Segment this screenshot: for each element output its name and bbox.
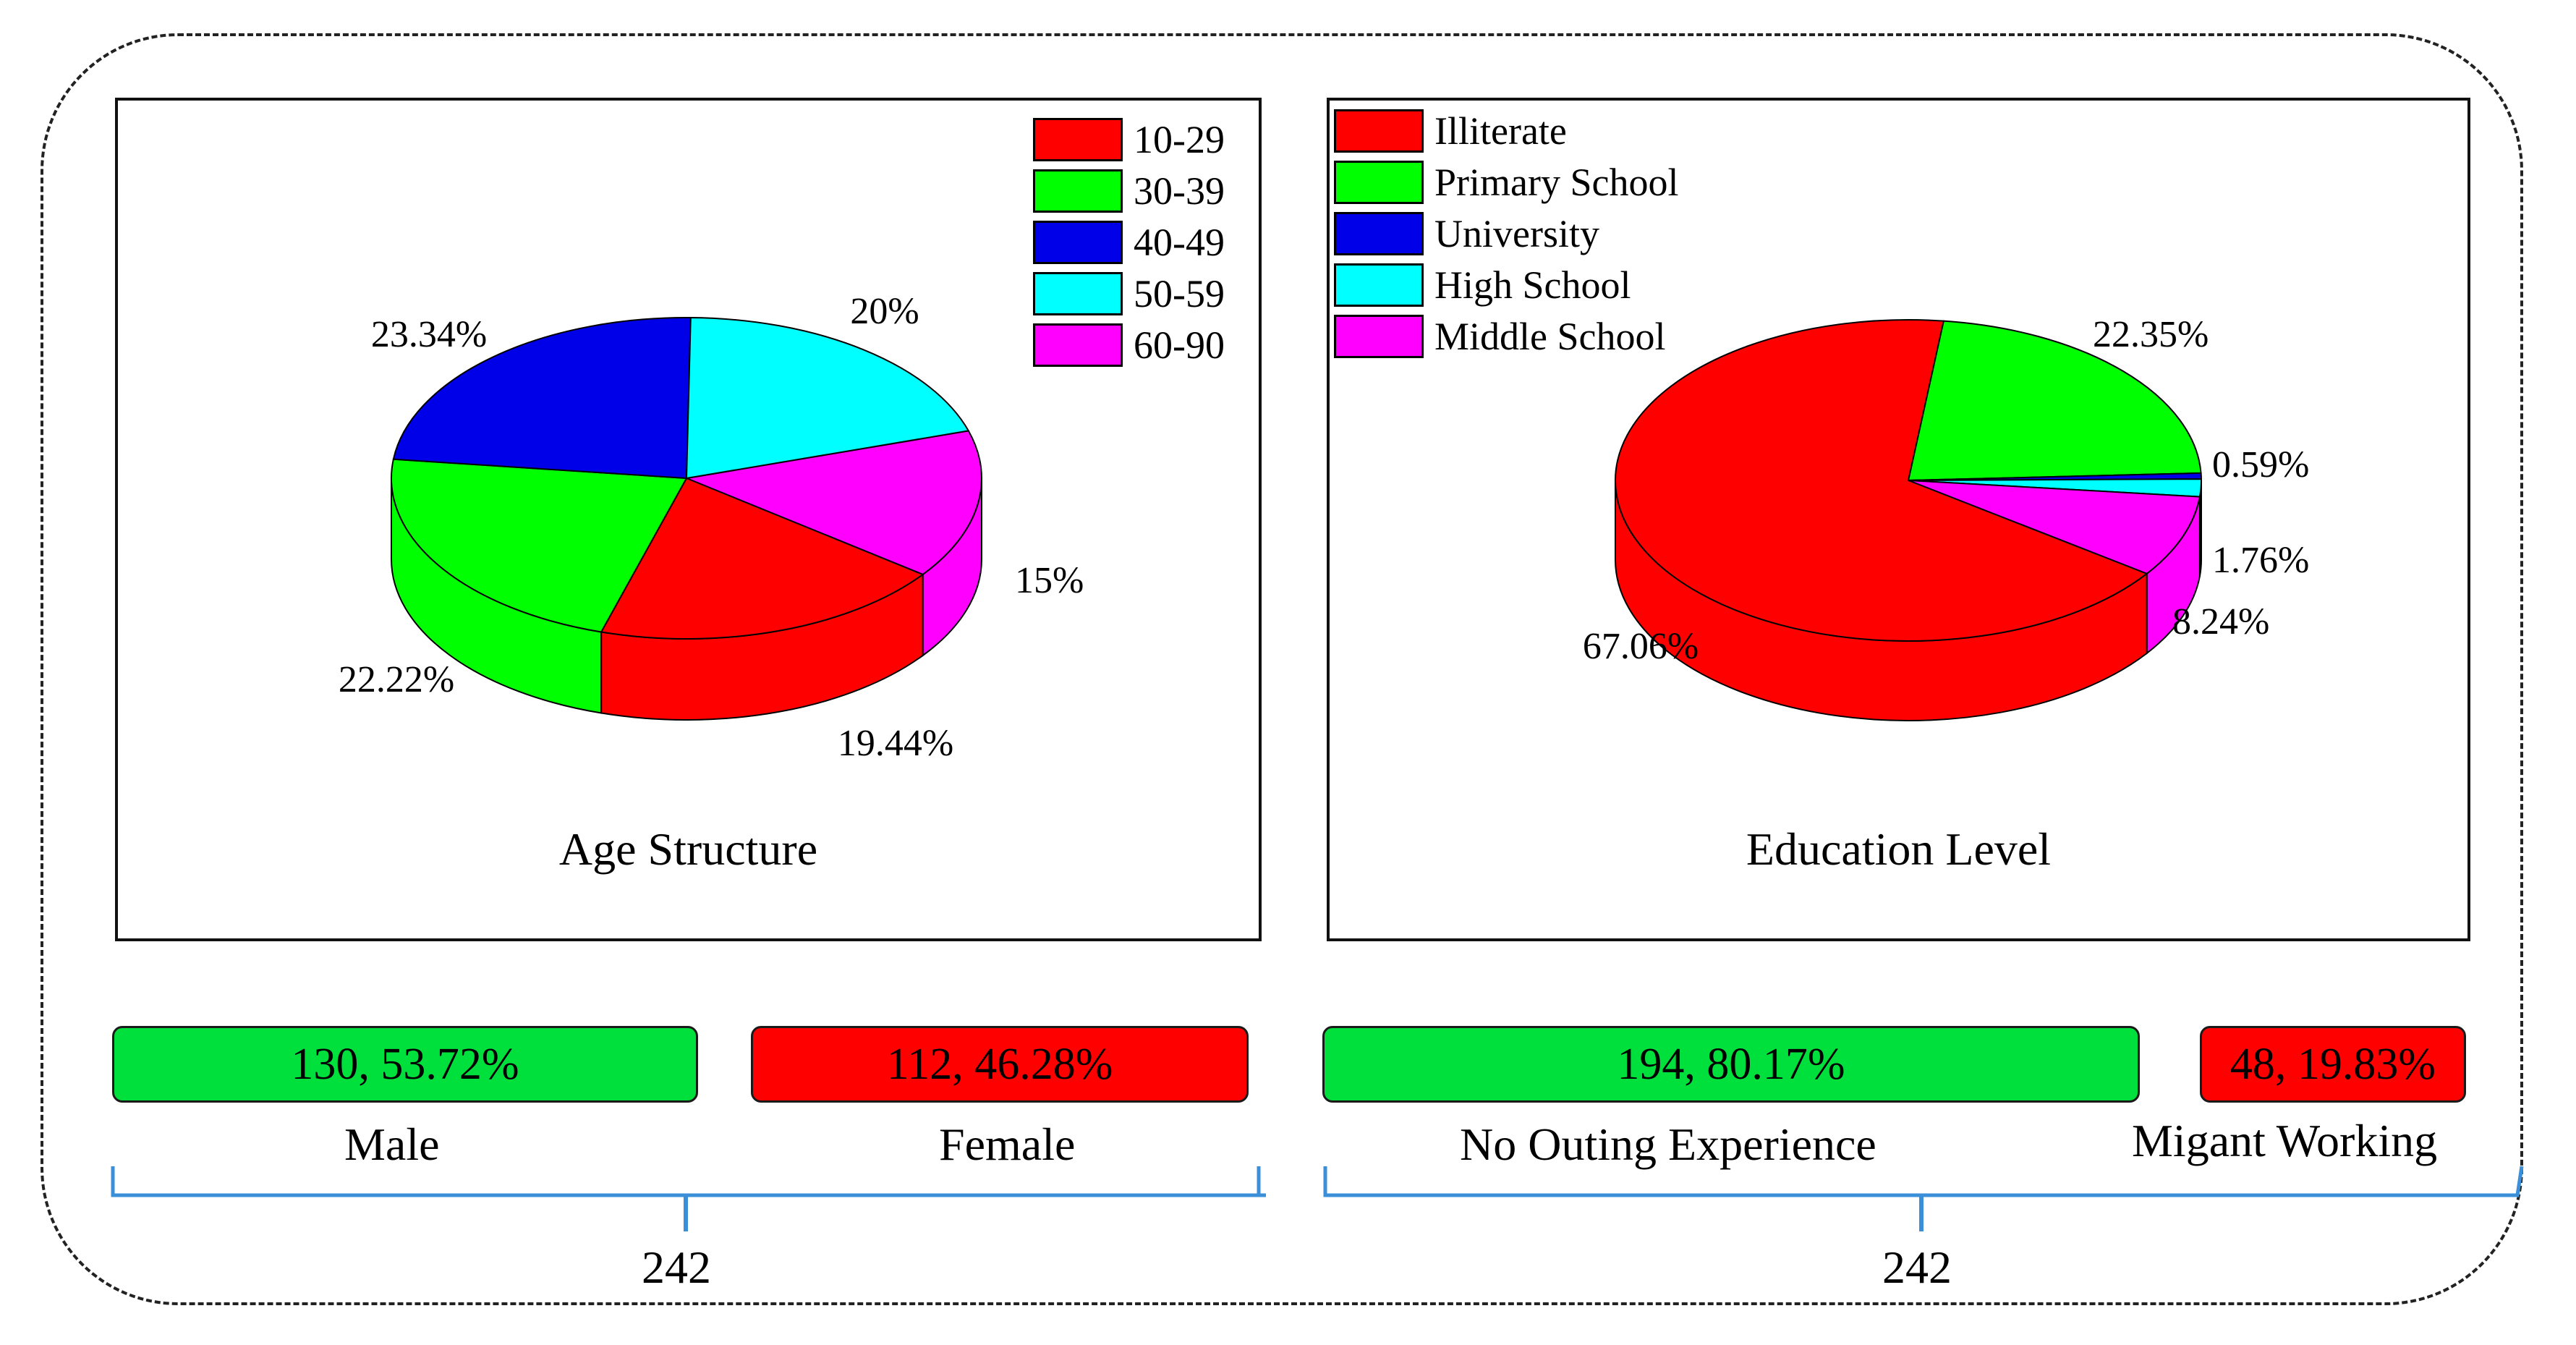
legend-swatch bbox=[1033, 272, 1123, 315]
education-pie-chart: 22.35% 0.59% 1.76% 8.24% 67.06% bbox=[1583, 314, 2309, 722]
pie-label-Illiterate: 67.06% bbox=[1583, 626, 1699, 667]
pie-slice-10-29 bbox=[600, 477, 924, 640]
pie-label-10-29: 19.44% bbox=[838, 723, 953, 764]
education-level-panel: 22.35% 0.59% 1.76% 8.24% 67.06% Illiterate P… bbox=[1327, 98, 2470, 941]
legend-swatch bbox=[1033, 169, 1123, 213]
no-outing-label: No Outing Experience bbox=[1460, 1119, 1876, 1170]
legend-swatch bbox=[1334, 315, 1424, 358]
pie-label-Primary School: 22.35% bbox=[2093, 314, 2209, 355]
pie-label-40-49: 23.34% bbox=[371, 314, 487, 355]
pie-label-Middle School: 8.24% bbox=[2172, 601, 2269, 642]
age-pie-chart: 15% 19.44% 22.22% 23.34% 20% bbox=[339, 291, 1084, 764]
legend-swatch bbox=[1334, 212, 1424, 255]
pie-slice-50-59 bbox=[685, 317, 970, 480]
legend-swatch bbox=[1033, 323, 1123, 367]
pie-label-30-39: 22.22% bbox=[339, 659, 454, 700]
chart-title-age: Age Structure bbox=[558, 823, 818, 875]
legend-label: Illiterate bbox=[1434, 109, 1567, 153]
legend-label: Middle School bbox=[1434, 315, 1666, 358]
pie-top-faces bbox=[391, 317, 982, 640]
male-bar: 130, 53.72% bbox=[112, 1026, 698, 1103]
legend-swatch bbox=[1334, 263, 1424, 307]
migrant-working-bar: 48, 19.83% bbox=[2200, 1026, 2466, 1103]
legend-label: 50-59 bbox=[1134, 272, 1225, 315]
legend-label: 10-29 bbox=[1134, 118, 1225, 161]
legend-label: 60-90 bbox=[1134, 323, 1225, 367]
legend-label: Primary School bbox=[1434, 161, 1679, 204]
pie-slice-60-90 bbox=[684, 430, 982, 576]
pie-label-High School: 1.76% bbox=[2212, 540, 2309, 581]
pie-slice-Middle School bbox=[1908, 480, 2201, 575]
age-structure-panel: 15% 19.44% 22.22% 23.34% 20% 10-29 30-39 40-… bbox=[115, 98, 1262, 941]
outer-dashed-frame bbox=[41, 33, 2523, 1305]
legend-label: High School bbox=[1434, 263, 1631, 307]
work-brace bbox=[1323, 1166, 2524, 1231]
pie-label-60-90: 15% bbox=[1015, 560, 1084, 601]
legend-swatch bbox=[1334, 109, 1424, 153]
legend-label: 30-39 bbox=[1134, 169, 1225, 213]
legend-swatch bbox=[1334, 161, 1424, 204]
work-total: 242 bbox=[1882, 1242, 1952, 1293]
no-outing-bar: 194, 80.17% bbox=[1322, 1026, 2140, 1103]
male-label: Male bbox=[344, 1119, 440, 1170]
legend-label: 40-49 bbox=[1134, 221, 1225, 264]
chart-title-education: Education Level bbox=[1746, 823, 2052, 875]
female-bar: 112, 46.28% bbox=[751, 1026, 1249, 1103]
pie-slice-40-49 bbox=[392, 317, 692, 480]
pie-label-50-59: 20% bbox=[850, 291, 919, 332]
pie-top-faces bbox=[1615, 319, 2202, 642]
pie-slice-30-39 bbox=[391, 458, 688, 633]
migrant-working-label: Migant Working bbox=[2132, 1115, 2438, 1166]
gender-brace bbox=[111, 1166, 1266, 1231]
pie-slice-Illiterate bbox=[1615, 319, 2148, 642]
legend-swatch bbox=[1033, 118, 1123, 161]
legend-swatch bbox=[1033, 221, 1123, 264]
pie-slice-Primary School bbox=[1907, 320, 2202, 482]
female-label: Female bbox=[939, 1119, 1076, 1170]
gender-total: 242 bbox=[642, 1242, 711, 1293]
legend-label: University bbox=[1434, 212, 1599, 255]
pie-label-University: 0.59% bbox=[2212, 444, 2309, 485]
